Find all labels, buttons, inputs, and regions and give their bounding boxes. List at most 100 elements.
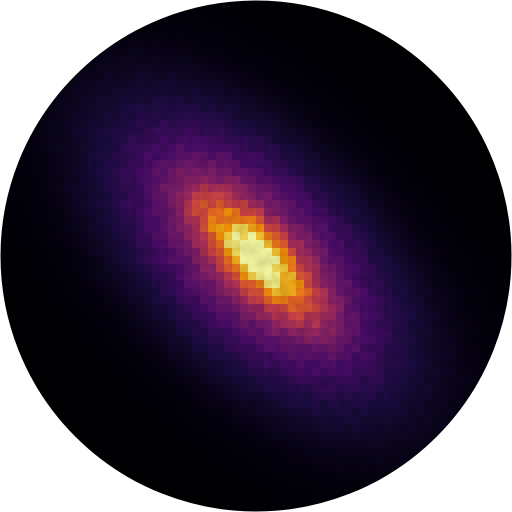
density-cell bbox=[368, 488, 377, 497]
density-cell bbox=[496, 344, 505, 353]
density-cell bbox=[328, 1, 337, 9]
density-cell bbox=[1, 184, 9, 193]
density-cell bbox=[136, 488, 145, 497]
density-cell bbox=[80, 56, 89, 65]
density-cell bbox=[144, 488, 153, 497]
density-cell bbox=[32, 392, 41, 401]
density-cell bbox=[8, 344, 17, 353]
density-cell bbox=[504, 192, 511, 201]
density-cell bbox=[184, 1, 193, 9]
density-cell bbox=[112, 472, 121, 481]
density-cell bbox=[184, 504, 193, 511]
density-cell bbox=[480, 120, 489, 129]
density-cell bbox=[152, 8, 161, 17]
density-cell bbox=[344, 496, 353, 505]
density-cell bbox=[80, 448, 89, 457]
density-cell bbox=[440, 72, 449, 81]
density-cell bbox=[120, 480, 129, 489]
density-cell bbox=[424, 56, 433, 65]
density-cell bbox=[160, 496, 169, 505]
density-cell bbox=[96, 40, 105, 49]
density-cell bbox=[344, 8, 353, 17]
density-cell bbox=[152, 496, 161, 505]
density-cell bbox=[176, 504, 185, 511]
density-cell bbox=[352, 496, 361, 505]
density-cell bbox=[64, 72, 73, 81]
density-cell bbox=[504, 312, 511, 321]
density-cell bbox=[432, 64, 441, 73]
density-cell bbox=[128, 480, 137, 489]
density-cell bbox=[24, 384, 33, 393]
density-cell bbox=[352, 8, 361, 17]
density-cell bbox=[72, 64, 81, 73]
density-cell bbox=[56, 80, 65, 89]
density-cell bbox=[16, 136, 25, 145]
density-cell bbox=[456, 416, 465, 425]
density-cell bbox=[488, 144, 497, 153]
density-cell bbox=[504, 176, 511, 185]
density-cell bbox=[480, 128, 489, 137]
density-cell bbox=[32, 112, 41, 121]
density-cell bbox=[448, 424, 457, 433]
density-cell bbox=[56, 424, 65, 433]
density-cell bbox=[40, 96, 49, 105]
density-cell bbox=[120, 24, 129, 33]
density-cell bbox=[320, 504, 329, 511]
density-cell bbox=[416, 456, 425, 465]
density-cell bbox=[504, 184, 511, 193]
density-cell bbox=[392, 472, 401, 481]
density-cell bbox=[384, 24, 393, 33]
density-cell bbox=[1, 176, 9, 185]
density-cell bbox=[312, 504, 321, 511]
density-cell bbox=[480, 376, 489, 385]
density-cell bbox=[8, 152, 17, 161]
density-cell bbox=[176, 1, 185, 9]
density-cell bbox=[88, 456, 97, 465]
density-cell bbox=[16, 368, 25, 377]
density-cell bbox=[8, 160, 17, 169]
density-cell bbox=[160, 8, 169, 17]
density-cell bbox=[408, 464, 417, 473]
density-cell bbox=[464, 408, 473, 417]
density-cell bbox=[88, 48, 97, 57]
density-cell bbox=[432, 440, 441, 449]
density-cell bbox=[392, 32, 401, 41]
density-cell bbox=[360, 488, 369, 497]
density-cell bbox=[328, 504, 337, 511]
density-cell bbox=[376, 480, 385, 489]
density-cell bbox=[472, 112, 481, 121]
density-cell bbox=[472, 392, 481, 401]
density-cell bbox=[440, 432, 449, 441]
density-cell bbox=[72, 440, 81, 449]
density-cell bbox=[112, 32, 121, 41]
density-cell bbox=[488, 136, 497, 145]
density-cell bbox=[496, 352, 505, 361]
density-cell bbox=[1, 320, 9, 329]
density-cell bbox=[488, 368, 497, 377]
density-cell bbox=[464, 96, 473, 105]
density-cell bbox=[368, 16, 377, 25]
density-cell bbox=[40, 408, 49, 417]
density-cell bbox=[48, 416, 57, 425]
density-cell bbox=[448, 80, 457, 89]
density-cell bbox=[408, 40, 417, 49]
density-cell bbox=[496, 152, 505, 161]
density-cell bbox=[320, 1, 329, 9]
density-cell bbox=[96, 464, 105, 473]
density-cell bbox=[8, 352, 17, 361]
density-cell bbox=[416, 48, 425, 57]
density-cell bbox=[424, 448, 433, 457]
density-cell bbox=[24, 120, 33, 129]
density-cell bbox=[1, 328, 9, 337]
density-cell bbox=[504, 320, 511, 329]
density-cell bbox=[504, 328, 511, 337]
density-cell bbox=[48, 88, 57, 97]
density-cell bbox=[488, 360, 497, 369]
density-cell bbox=[192, 504, 201, 511]
density-cell bbox=[136, 16, 145, 25]
density-cell bbox=[480, 384, 489, 393]
